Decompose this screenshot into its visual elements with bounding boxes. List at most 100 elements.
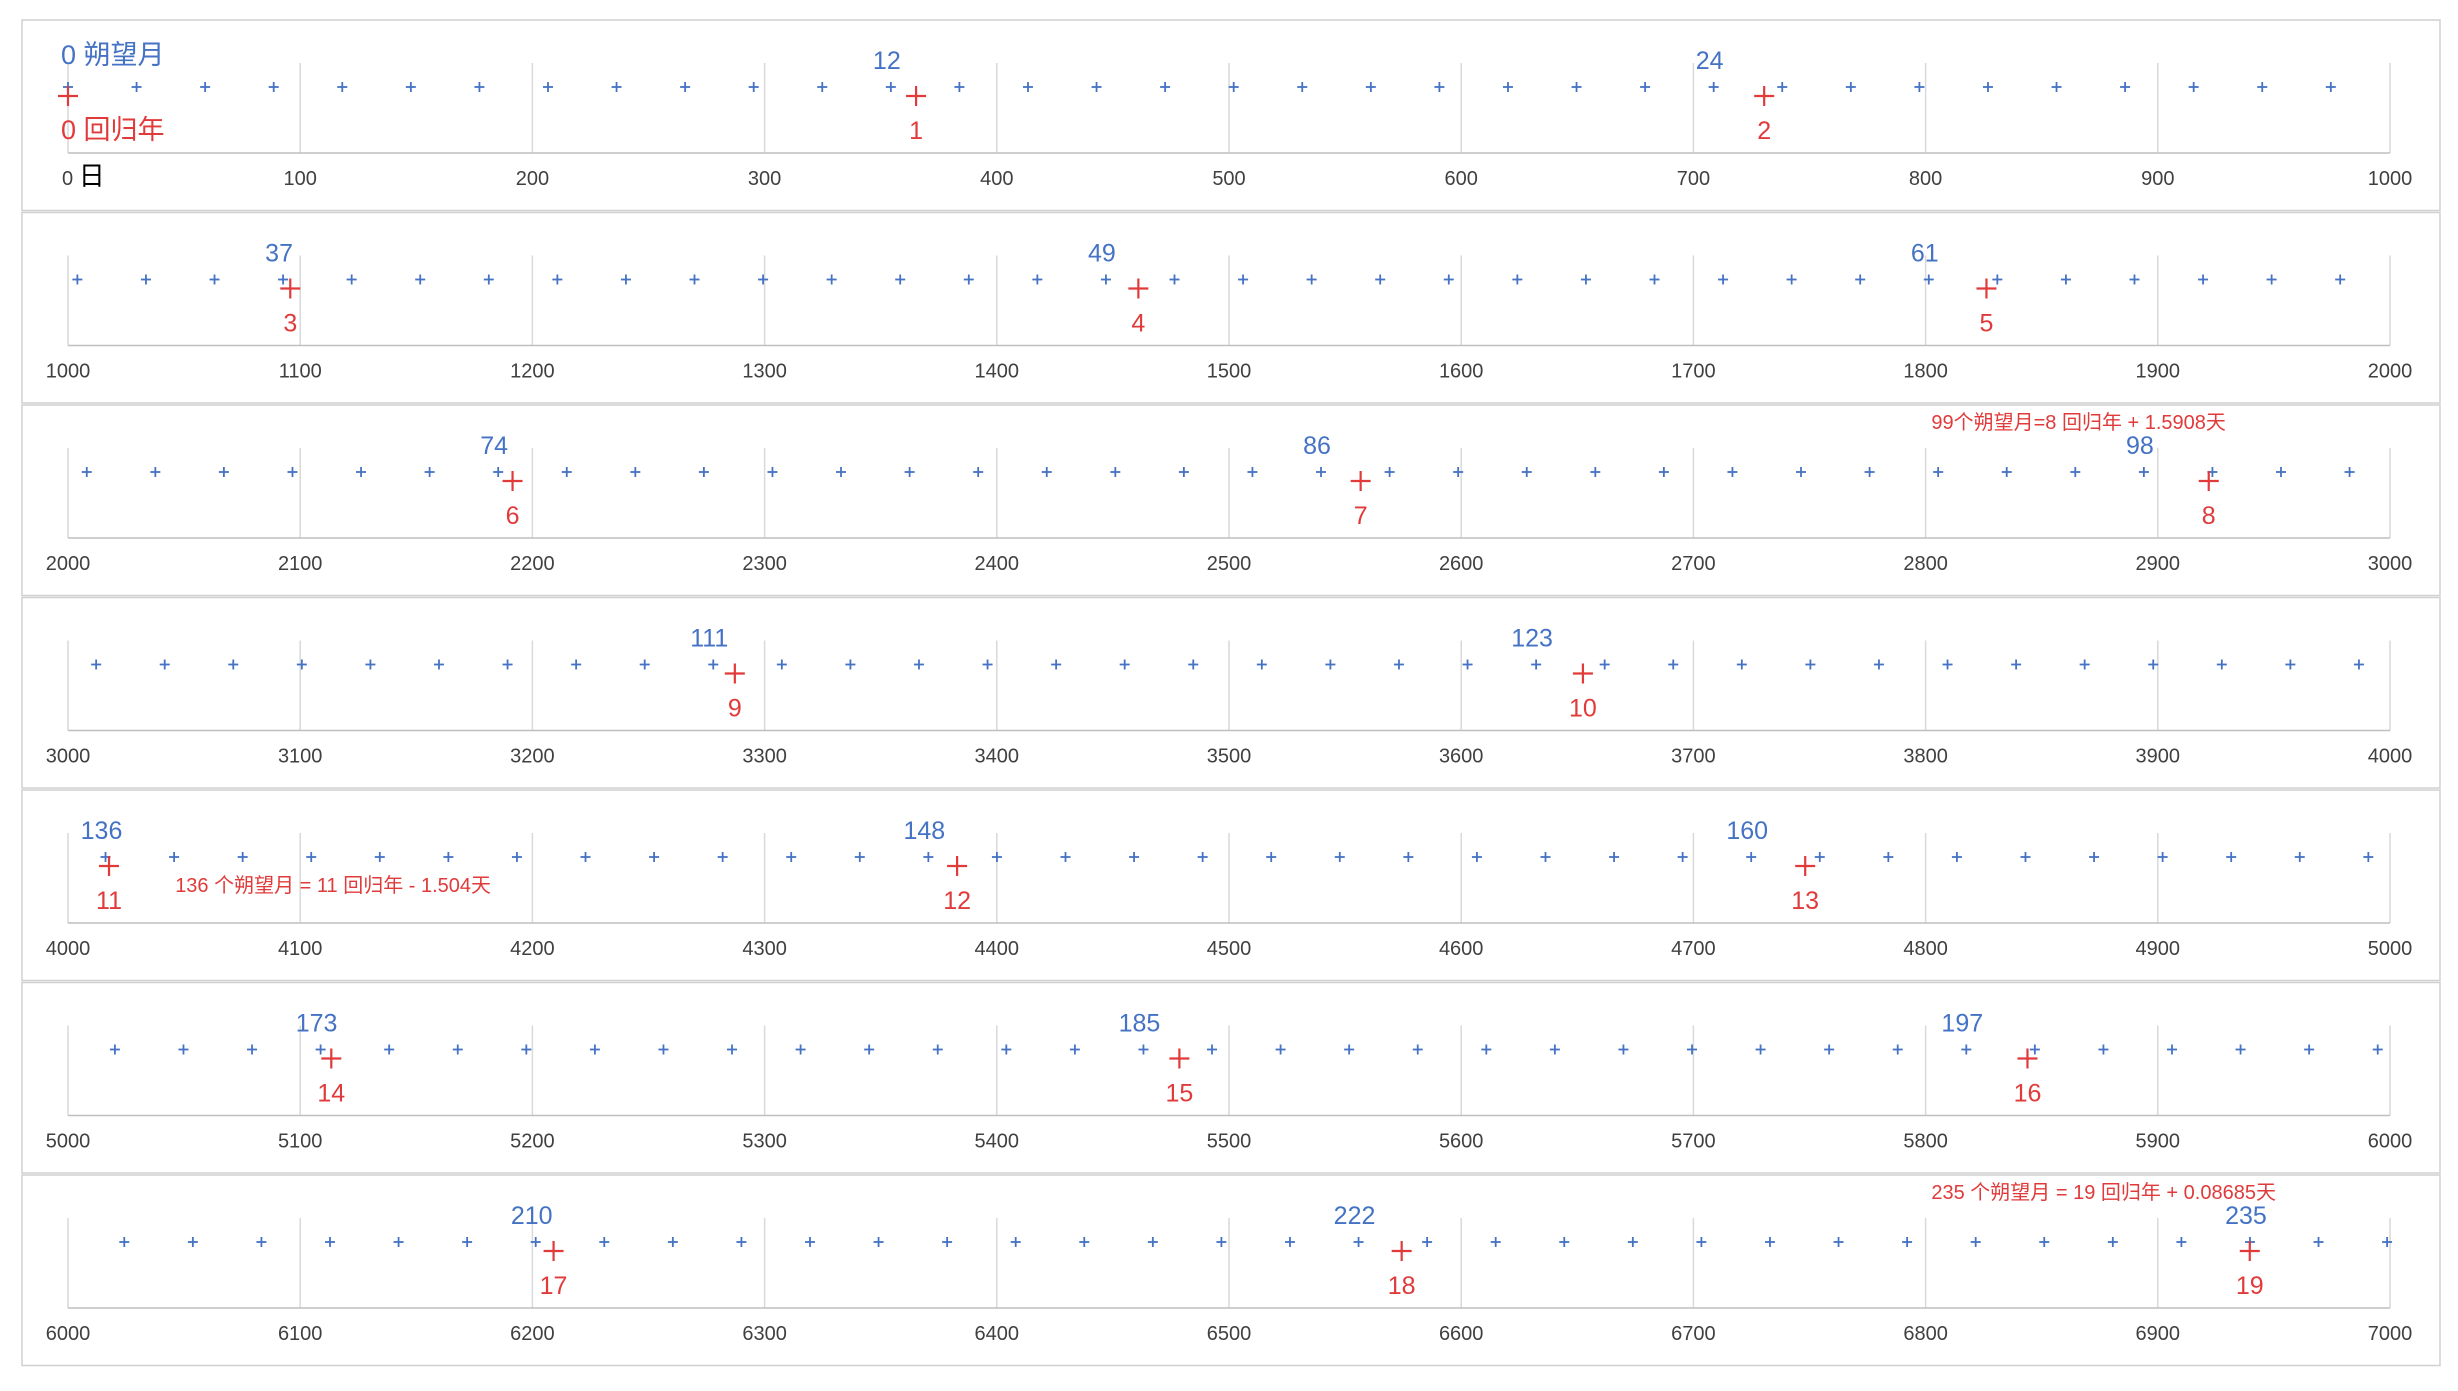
tick-label: 5400 bbox=[975, 1131, 1020, 1153]
synodic-point bbox=[324, 1237, 335, 1247]
synodic-point bbox=[1375, 274, 1386, 285]
synodic-point bbox=[287, 467, 298, 477]
tropical-point bbox=[58, 86, 78, 106]
tick-label: 1200 bbox=[510, 361, 555, 383]
synodic-point bbox=[1618, 1044, 1629, 1055]
tick-label: 6600 bbox=[1439, 1323, 1484, 1345]
synodic-label: 24 bbox=[1696, 47, 1724, 75]
tick-label: 6800 bbox=[1903, 1323, 1948, 1345]
tick-label: 3000 bbox=[46, 746, 91, 768]
synodic-point bbox=[1845, 82, 1856, 92]
synodic-point bbox=[1764, 1237, 1775, 1247]
synodic-point bbox=[91, 659, 102, 670]
synodic-point bbox=[187, 1237, 198, 1247]
tropical-point bbox=[1976, 278, 1997, 299]
synodic-point bbox=[1412, 1044, 1423, 1055]
synodic-point bbox=[1864, 467, 1875, 477]
synodic-point bbox=[1540, 852, 1551, 862]
synodic-point bbox=[384, 1044, 395, 1055]
tropical-label: 16 bbox=[2014, 1080, 2042, 1108]
tick-label: 2900 bbox=[2136, 553, 2181, 575]
synodic-point bbox=[530, 1237, 541, 1247]
synodic-point bbox=[452, 1044, 463, 1055]
synodic-point bbox=[119, 1237, 130, 1247]
synodic-point bbox=[296, 659, 307, 670]
synodic-point bbox=[1677, 852, 1688, 862]
synodic-point bbox=[913, 659, 924, 670]
synodic-point bbox=[1914, 82, 1925, 92]
synodic-point bbox=[776, 659, 787, 670]
tropical-point bbox=[502, 471, 523, 491]
tick-label: 1900 bbox=[2136, 361, 2181, 383]
synodic-point bbox=[278, 274, 289, 285]
synodic-point bbox=[1443, 274, 1454, 285]
synodic-point bbox=[1188, 659, 1199, 670]
tropical-label: 11 bbox=[96, 887, 122, 915]
synodic-point bbox=[2285, 659, 2296, 670]
synodic-point bbox=[2039, 1237, 2050, 1247]
synodic-point bbox=[443, 852, 454, 862]
synodic-point bbox=[963, 274, 974, 285]
synodic-point bbox=[717, 852, 728, 862]
synodic-point bbox=[2107, 1237, 2118, 1247]
tropical-label: 13 bbox=[1791, 887, 1819, 915]
synodic-label: 185 bbox=[1119, 1010, 1161, 1038]
synodic-point bbox=[758, 274, 769, 285]
tick-label: 2100 bbox=[278, 553, 323, 575]
tropical-label: 3 bbox=[283, 310, 297, 338]
synodic-point bbox=[200, 82, 211, 92]
tick-label: 1500 bbox=[1207, 361, 1252, 383]
tick-label: 2300 bbox=[742, 553, 787, 575]
synodic-point bbox=[228, 659, 239, 670]
synodic-point bbox=[1502, 82, 1513, 92]
synodic-point bbox=[1353, 1237, 1364, 1247]
synodic-point bbox=[748, 82, 759, 92]
tick-label: 100 bbox=[284, 168, 317, 190]
tick-label: 2000 bbox=[46, 553, 91, 575]
tick-label: 3500 bbox=[1207, 746, 1252, 768]
tropical-label: 17 bbox=[540, 1272, 568, 1300]
synodic-point bbox=[474, 82, 485, 92]
synodic-point bbox=[1902, 1237, 1913, 1247]
synodic-point bbox=[1727, 467, 1738, 477]
synodic-point bbox=[991, 852, 1002, 862]
synodic-point bbox=[2335, 274, 2346, 285]
synodic-label: 197 bbox=[1941, 1010, 1983, 1038]
tropical-point bbox=[1572, 663, 1593, 684]
synodic-point bbox=[973, 467, 984, 477]
annotation-2: 136 个朔望月 = 11 回归年 - 1.504天 bbox=[175, 874, 491, 897]
tropical-label: 8 bbox=[2202, 502, 2216, 530]
tropical-label: 18 bbox=[1388, 1272, 1416, 1300]
synodic-point bbox=[2382, 1237, 2393, 1247]
synodic-point bbox=[1169, 274, 1180, 285]
synodic-point bbox=[736, 1237, 747, 1247]
synodic-point bbox=[817, 82, 828, 92]
synodic-point bbox=[2051, 82, 2062, 92]
synodic-point bbox=[356, 467, 367, 477]
tick-label: 2200 bbox=[510, 553, 555, 575]
tick-label: 4700 bbox=[1671, 938, 1716, 960]
tick-label: 700 bbox=[1677, 168, 1710, 190]
tick-label: 600 bbox=[1445, 168, 1478, 190]
synodic-zero-label: 0 朔望月 bbox=[61, 40, 165, 70]
synodic-point bbox=[1718, 274, 1729, 285]
panel-5: 4000 4100 4200 4300 4400 4500 4600 4700 4800 4900… bbox=[21, 789, 2441, 982]
synodic-point bbox=[1266, 852, 1277, 862]
tick-label: 4900 bbox=[2136, 938, 2181, 960]
synodic-point bbox=[483, 274, 494, 285]
tick-label: 4300 bbox=[742, 938, 787, 960]
panel-border bbox=[21, 19, 2441, 212]
synodic-point bbox=[1649, 274, 1660, 285]
panel-border bbox=[21, 211, 2441, 404]
synodic-point bbox=[315, 1044, 326, 1055]
synodic-point bbox=[393, 1237, 404, 1247]
synodic-point bbox=[2029, 1044, 2040, 1055]
synodic-point bbox=[433, 659, 444, 670]
synodic-point bbox=[1334, 852, 1345, 862]
tropical-point bbox=[2198, 471, 2219, 491]
synodic-point bbox=[159, 659, 170, 670]
synodic-point bbox=[904, 467, 915, 477]
synodic-point bbox=[639, 659, 650, 670]
synodic-point bbox=[1247, 467, 1258, 477]
tick-label: 1300 bbox=[742, 361, 787, 383]
